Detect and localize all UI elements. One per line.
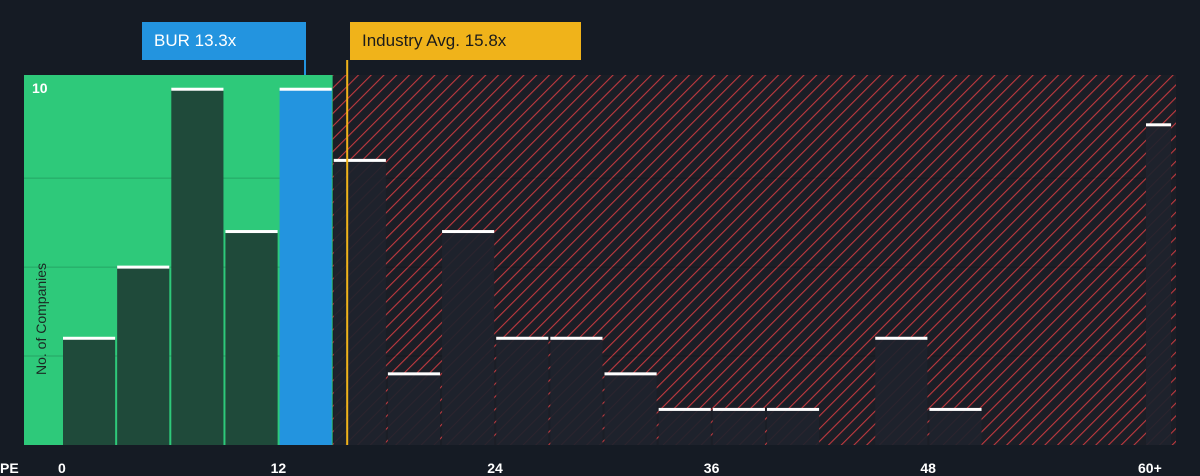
histogram-bar-2 — [171, 89, 224, 445]
histogram-bar-20 — [1146, 124, 1172, 446]
bar-cap-10 — [604, 372, 657, 376]
bar-cap-20 — [1146, 123, 1172, 127]
histogram-bar-3 — [225, 231, 278, 445]
histogram-bar-5 — [333, 160, 386, 445]
histogram-bar-12 — [712, 409, 765, 445]
x-tick-label-5: 60+ — [1138, 460, 1162, 476]
histogram-bar-10 — [604, 373, 657, 445]
x-tick-label-1: 12 — [270, 460, 287, 476]
bar-cap-4 — [279, 87, 332, 91]
histogram-bar-13 — [766, 409, 820, 445]
histogram-bar-1 — [117, 267, 170, 445]
bar-cap-1 — [117, 265, 170, 269]
x-tick-label-4: 48 — [920, 460, 936, 476]
bar-cap-7 — [442, 230, 495, 234]
histogram-bar-0 — [63, 338, 116, 445]
histogram-bar-8 — [496, 338, 549, 445]
histogram-bar-9 — [550, 338, 603, 445]
histogram-bar-4 — [279, 89, 332, 445]
bar-cap-8 — [496, 336, 549, 340]
histogram-bar-6 — [387, 373, 441, 445]
bar-cap-15 — [875, 336, 928, 340]
bar-cap-16 — [929, 407, 982, 411]
histogram-bar-16 — [929, 409, 982, 445]
y-axis-title: No. of Companies — [33, 263, 49, 375]
bar-cap-12 — [712, 407, 765, 411]
bar-cap-11 — [658, 407, 711, 411]
histogram-bar-7 — [442, 231, 495, 445]
bar-cap-9 — [550, 336, 603, 340]
histogram-bar-15 — [875, 338, 928, 445]
x-axis-title: PE — [0, 460, 19, 476]
bar-cap-6 — [387, 372, 441, 376]
bar-cap-5 — [333, 158, 386, 162]
y-tick-label: 10 — [32, 80, 48, 97]
x-tick-label-3: 36 — [703, 460, 720, 476]
bar-cap-2 — [171, 87, 224, 91]
histogram-bar-11 — [658, 409, 711, 445]
x-tick-label-0: 0 — [58, 460, 66, 476]
bar-cap-13 — [766, 407, 820, 411]
bar-cap-3 — [225, 230, 278, 234]
company-pe-callout: BUR 13.3x — [142, 22, 306, 60]
x-tick-label-2: 24 — [487, 460, 503, 476]
industry-avg-callout: Industry Avg. 15.8x — [350, 22, 581, 60]
bar-cap-0 — [63, 336, 116, 340]
